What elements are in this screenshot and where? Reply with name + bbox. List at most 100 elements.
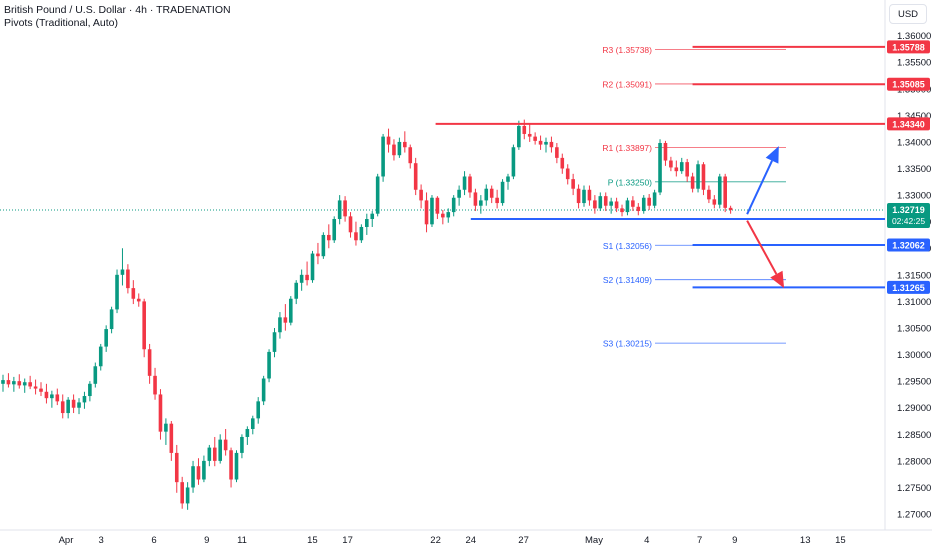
candle-body (424, 200, 429, 225)
candle-body (136, 298, 141, 302)
candle-body (555, 147, 559, 158)
candle-body (506, 176, 510, 182)
candle-body (93, 366, 98, 384)
countdown-text: 02:42:25 (892, 216, 925, 226)
candle-body (196, 466, 201, 480)
candle-body (381, 136, 385, 177)
candle-body (679, 162, 684, 172)
x-tick-label: Apr (59, 535, 74, 546)
y-tick-label: 1.31000 (897, 297, 931, 308)
candle-body (169, 423, 174, 453)
candle-body (283, 317, 288, 323)
candle-body (17, 381, 22, 386)
y-tick-label: 1.28500 (897, 430, 931, 441)
candle-body (403, 141, 407, 148)
candle-body (419, 189, 423, 201)
candles-group (1, 119, 733, 510)
y-tick-label: 1.27500 (897, 483, 931, 494)
candle-body (234, 452, 239, 480)
candle-body (652, 192, 657, 206)
candle-body (538, 140, 543, 145)
currency-button[interactable]: USD (889, 4, 927, 24)
candle-body (701, 164, 706, 190)
pivot-label: R3 (1.35738) (602, 45, 652, 55)
candle-body (126, 269, 130, 289)
candle-body (636, 206, 641, 212)
candle-body (446, 212, 451, 218)
y-tick-label: 1.28000 (897, 456, 931, 467)
candle-body (22, 382, 27, 386)
candle-body (174, 452, 179, 483)
candle-body (495, 197, 499, 204)
candle-body (723, 176, 727, 208)
candle-body (153, 375, 157, 395)
candle-body (565, 168, 570, 180)
candle-body (28, 382, 32, 387)
candle-body (88, 383, 92, 397)
x-tick-label: 11 (237, 535, 247, 546)
x-tick-label: 15 (835, 535, 846, 546)
candle-body (278, 317, 282, 333)
candle-body (77, 402, 81, 408)
candle-body (55, 394, 60, 402)
candle-body (473, 192, 478, 206)
candle-body (587, 189, 592, 201)
candle-body (593, 200, 597, 209)
candle-body (180, 482, 184, 504)
pivot-label: S1 (1.32056) (603, 241, 652, 251)
candle-body (50, 394, 54, 399)
candle-body (223, 439, 228, 451)
candle-body (337, 200, 342, 220)
arrow-down-shaft (746, 220, 778, 275)
x-tick-label: 15 (307, 535, 318, 546)
candle-body (641, 197, 646, 212)
candle-body (321, 234, 326, 257)
price-label-box (887, 280, 930, 294)
candle-body (451, 197, 456, 213)
candle-body (310, 253, 315, 281)
candle-body (202, 460, 206, 480)
y-tick-label: 1.31500 (897, 270, 931, 281)
candle-body (669, 160, 673, 168)
candle-body (147, 349, 152, 376)
price-label-text: 1.35788 (892, 42, 925, 52)
candle-body (115, 274, 119, 310)
pivot-label: R1 (1.33897) (602, 143, 652, 153)
candle-body (560, 157, 565, 169)
y-tick-label: 1.30500 (897, 323, 931, 334)
candle-body (12, 381, 16, 385)
candle-body (375, 176, 380, 214)
candle-body (66, 399, 70, 414)
candle-body (457, 189, 461, 198)
candle-body (39, 388, 43, 392)
indicator-title[interactable]: Pivots (Traditional, Auto) (4, 17, 118, 29)
candle-body (598, 196, 603, 209)
candle-body (631, 200, 635, 207)
candle-body (332, 219, 337, 241)
y-tick-label: 1.34500 (897, 111, 931, 122)
arrow-down-icon (770, 270, 785, 289)
candle-body (294, 282, 299, 299)
arrow-up-icon (765, 146, 779, 164)
candle-body (104, 329, 108, 347)
candle-body (658, 142, 662, 193)
candle-body (365, 219, 369, 227)
candle-body (479, 200, 483, 206)
candle-body (267, 351, 271, 379)
candle-body (60, 401, 65, 414)
candle-body (261, 378, 266, 402)
candle-body (603, 196, 608, 206)
candle-body (576, 188, 581, 204)
candle-body (158, 394, 163, 432)
candle-body (218, 439, 222, 461)
candle-body (517, 125, 521, 148)
candle-body (707, 189, 711, 200)
candle-body (245, 428, 250, 437)
symbol-title[interactable]: British Pound / U.S. Dollar · 4h · TRADE… (4, 4, 231, 16)
candle-body (685, 162, 689, 177)
candle-body (256, 401, 261, 419)
candle-body (462, 176, 467, 190)
candle-body (33, 386, 38, 389)
